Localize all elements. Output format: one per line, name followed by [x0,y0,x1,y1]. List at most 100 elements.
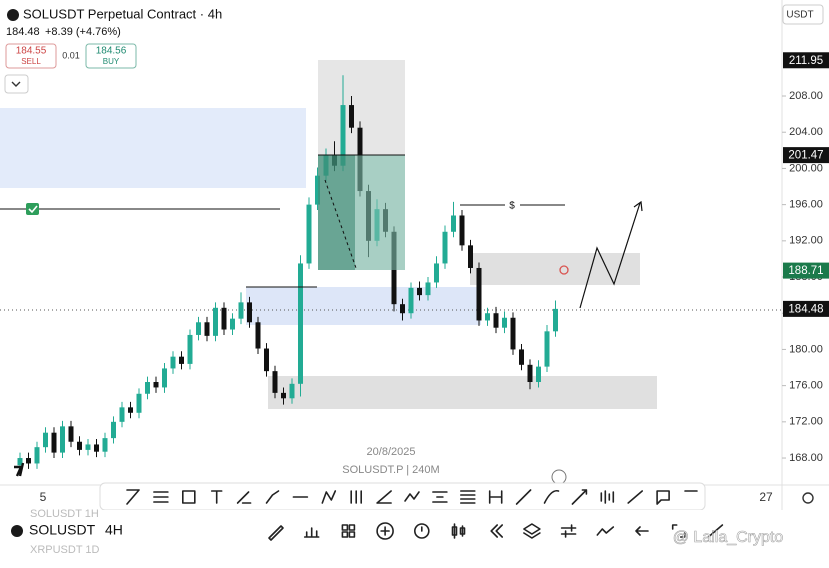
tool-button[interactable] [376,490,392,504]
candle-body [502,317,507,328]
tool-button[interactable] [321,490,337,504]
tool-icon[interactable] [490,524,504,538]
tool-icon[interactable] [303,527,320,538]
price-marker [783,262,829,279]
candle-body [289,383,295,399]
settings-icon[interactable] [802,492,814,504]
tool-button[interactable] [515,489,532,505]
candle-body [527,364,533,383]
candle-body [60,426,65,453]
tool-icon[interactable] [236,491,252,504]
candle-body [476,267,482,321]
bottom-tool[interactable] [671,524,686,538]
tool-icon[interactable] [451,523,466,539]
spread: 0.01 [62,50,80,60]
tool-button[interactable] [404,491,420,502]
tool-button[interactable] [600,490,615,504]
tool-button[interactable] [543,489,560,504]
sell-label[interactable]: SELL [21,57,41,66]
candle-body [85,444,91,450]
candle-body [536,366,541,383]
candle-body [179,356,184,364]
tool-icon[interactable] [210,490,223,504]
collapse-button[interactable] [4,74,29,94]
tool-icon[interactable] [350,490,363,504]
tool-icon[interactable] [671,524,686,538]
tool-icon[interactable] [560,524,577,538]
tool-icon[interactable] [515,489,532,505]
tool-button[interactable] [488,490,503,504]
tool-icon[interactable] [600,490,615,504]
tool-button[interactable] [265,490,280,504]
currency[interactable]: USDT [786,10,813,21]
tool-icon[interactable] [153,491,169,503]
tool-icon[interactable] [413,523,430,539]
tool-icon[interactable] [376,490,392,504]
candle-body [264,348,269,372]
tool-icon[interactable] [523,523,541,539]
tool-button[interactable] [571,489,588,505]
bottom-tool[interactable] [635,526,649,536]
bottom-tool[interactable] [596,526,615,536]
bottom-tool[interactable] [268,525,284,541]
tool-button[interactable] [459,490,476,504]
tool-button[interactable] [210,490,223,504]
tool-icon[interactable] [596,526,615,536]
tool-button[interactable] [627,490,644,504]
tool-icon[interactable] [707,524,724,538]
tool-button[interactable] [236,491,252,504]
tool-button[interactable] [182,490,196,504]
zone [246,287,481,325]
candle-body [434,263,439,283]
tool-icon[interactable] [635,526,649,536]
tool-icon[interactable] [543,489,560,504]
tv-logo [14,462,25,477]
buy-label[interactable]: BUY [103,57,120,66]
tool-icon[interactable] [321,490,337,504]
buy-button[interactable] [85,43,137,69]
bottom-interval[interactable]: 4H [105,522,123,538]
candle-body [204,322,210,336]
tool-button[interactable] [350,490,363,504]
bottom-bar [0,510,829,563]
tool-icon[interactable] [376,522,394,540]
tool-icon[interactable] [265,490,280,504]
bottom-tool[interactable] [490,524,504,538]
candles [17,75,558,471]
watermark: @ Laila_Crypto [673,529,784,546]
currency-button[interactable] [782,4,824,25]
bottom-tool[interactable] [413,523,430,539]
tool-button[interactable] [126,489,140,505]
tool-icon[interactable] [571,489,588,505]
tool-icon[interactable] [627,490,644,504]
sell-price[interactable]: 184.55 [16,46,47,57]
sell-button[interactable] [5,43,57,69]
tool-icon[interactable] [459,490,476,504]
tool-icon[interactable] [126,489,140,505]
bottom-tool[interactable] [341,524,356,538]
candle-body [102,438,108,452]
bottom-tool[interactable] [451,523,466,539]
y-tick-label: 172.00 [789,416,823,428]
bottom-symbol[interactable]: SOLUSDT [29,522,96,538]
tool-icon[interactable] [182,490,196,504]
bottom-tool[interactable] [707,524,724,538]
tool-icon[interactable] [404,491,420,502]
x-tick-label: 5 [40,490,47,504]
tool-icon[interactable] [268,525,284,541]
tool-button[interactable] [432,491,448,503]
bottom-tool[interactable] [523,523,541,539]
tool-button[interactable] [153,491,169,503]
bottom-tool[interactable] [560,524,577,538]
x-tick-label: 27 [759,490,773,504]
tool-icon[interactable] [488,490,503,504]
bottom-tool[interactable] [376,522,394,540]
zone [355,155,405,270]
tool-icon[interactable] [656,490,670,505]
tool-button[interactable] [656,490,670,505]
buy-price[interactable]: 184.56 [96,46,127,57]
tool-icon[interactable] [432,491,448,503]
tool-icon[interactable] [341,524,356,538]
bottom-tool[interactable] [303,527,320,538]
